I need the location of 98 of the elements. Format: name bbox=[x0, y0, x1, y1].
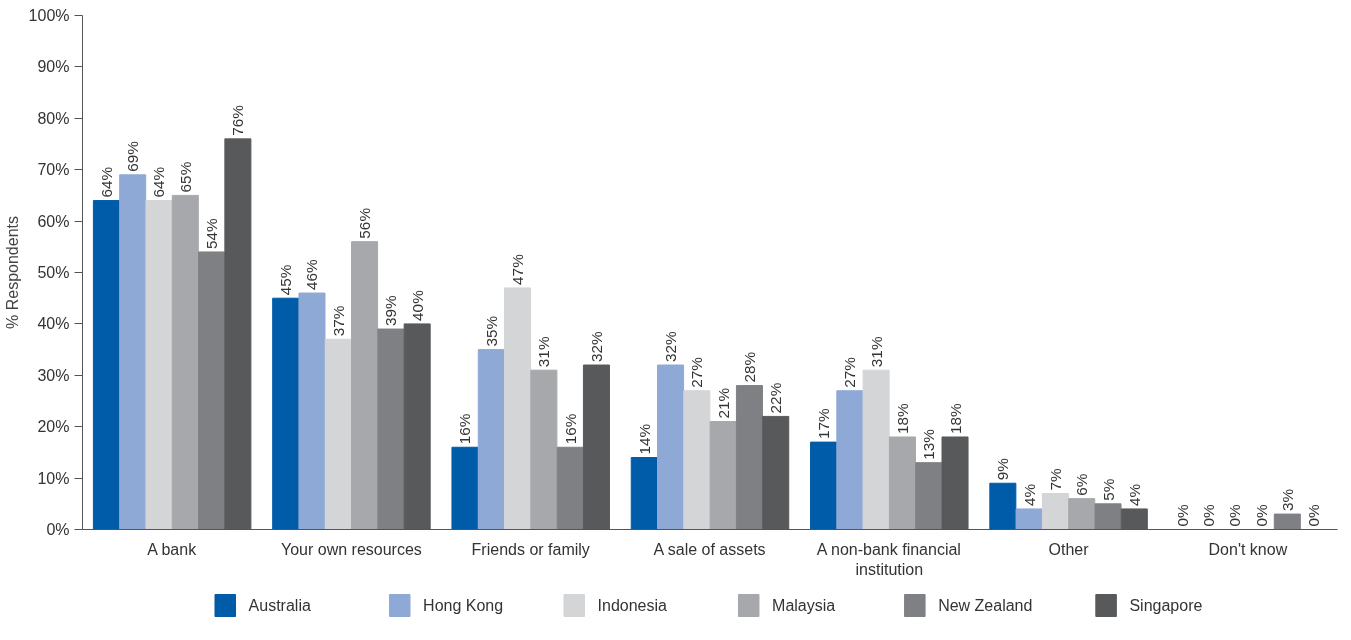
x-tick-label: A non-bank financial institution bbox=[816, 540, 961, 578]
data-label: 27% bbox=[688, 356, 706, 388]
bar bbox=[145, 200, 173, 530]
data-label: 31% bbox=[535, 336, 553, 368]
bar bbox=[657, 364, 685, 530]
data-label: 0% bbox=[1173, 503, 1191, 527]
bar bbox=[810, 441, 838, 530]
data-label: 40% bbox=[408, 289, 426, 321]
bar bbox=[1015, 508, 1043, 530]
data-label: 13% bbox=[920, 428, 938, 460]
data-label: 0% bbox=[1199, 503, 1217, 527]
data-label: 4% bbox=[1020, 483, 1038, 506]
bar bbox=[1041, 493, 1069, 530]
data-label: 21% bbox=[714, 387, 732, 419]
legend-label: New Zealand bbox=[938, 597, 1033, 614]
data-label: 9% bbox=[994, 457, 1012, 481]
data-label: 45% bbox=[277, 264, 295, 296]
y-tick-label: 20% bbox=[37, 418, 70, 436]
bar bbox=[630, 457, 658, 530]
data-label: 56% bbox=[356, 207, 374, 239]
bar bbox=[735, 385, 763, 530]
data-label: 39% bbox=[382, 294, 400, 327]
bar bbox=[351, 241, 379, 530]
data-label: 76% bbox=[229, 104, 247, 136]
data-label: 46% bbox=[303, 259, 321, 291]
data-label: 7% bbox=[1046, 468, 1064, 491]
bar bbox=[451, 446, 479, 530]
y-tick-label: 10% bbox=[37, 469, 70, 487]
y-tick-label: 50% bbox=[37, 264, 70, 281]
legend-label: Malaysia bbox=[772, 597, 836, 614]
bar bbox=[862, 369, 890, 530]
bar bbox=[504, 287, 532, 530]
bar bbox=[915, 462, 943, 530]
data-label: 37% bbox=[329, 305, 347, 337]
bar bbox=[888, 436, 916, 530]
data-label: 16% bbox=[456, 413, 474, 445]
bar bbox=[709, 421, 737, 530]
x-tick-label: Your own resources bbox=[281, 540, 422, 558]
x-tick-label: Don't know bbox=[1208, 540, 1288, 558]
data-label: 32% bbox=[662, 330, 680, 363]
x-tick-label: Friends or family bbox=[471, 540, 590, 558]
y-tick-label: 100% bbox=[28, 7, 70, 24]
y-tick-label: 80% bbox=[37, 109, 70, 127]
data-label: 32% bbox=[587, 330, 605, 363]
data-label: 64% bbox=[97, 166, 115, 198]
x-tick-label: A bank bbox=[147, 540, 198, 558]
bar bbox=[119, 174, 147, 530]
bar bbox=[683, 390, 711, 530]
bar bbox=[377, 328, 405, 530]
bar bbox=[1068, 498, 1096, 530]
data-label: 65% bbox=[176, 161, 194, 193]
x-tick-label: Other bbox=[1048, 540, 1090, 558]
data-label: 64% bbox=[150, 166, 168, 198]
data-label: 18% bbox=[946, 402, 964, 434]
bar bbox=[989, 482, 1017, 530]
y-tick-label: 40% bbox=[37, 315, 70, 333]
bar bbox=[324, 338, 352, 530]
legend-label: Singapore bbox=[1129, 597, 1203, 614]
bar bbox=[477, 349, 505, 530]
data-label: 16% bbox=[561, 413, 579, 445]
bar bbox=[530, 369, 558, 530]
data-label: 27% bbox=[841, 356, 859, 388]
data-label: 0% bbox=[1305, 503, 1323, 527]
data-label: 0% bbox=[1252, 503, 1270, 527]
data-label: 18% bbox=[893, 402, 911, 434]
data-label: 28% bbox=[740, 351, 758, 383]
data-label: 6% bbox=[1073, 473, 1091, 496]
bar bbox=[92, 200, 120, 530]
y-tick-label: 60% bbox=[37, 212, 70, 230]
bar bbox=[556, 446, 584, 530]
y-tick-label: 90% bbox=[37, 58, 70, 76]
bar bbox=[198, 251, 226, 530]
data-label: 14% bbox=[635, 423, 653, 455]
legend-label: Australia bbox=[248, 597, 311, 614]
data-label: 4% bbox=[1125, 483, 1143, 506]
data-label: 0% bbox=[1226, 503, 1244, 527]
data-label: 31% bbox=[867, 336, 885, 368]
data-label: 22% bbox=[767, 382, 785, 414]
data-label: 5% bbox=[1099, 478, 1117, 501]
y-tick-label: 0% bbox=[46, 521, 70, 538]
bar bbox=[298, 292, 326, 530]
x-tick-label: A sale of assets bbox=[653, 540, 766, 558]
y-tick-label: 70% bbox=[37, 161, 70, 179]
legend-label: Indonesia bbox=[597, 597, 668, 614]
data-label: 3% bbox=[1278, 488, 1296, 512]
data-label: 17% bbox=[815, 408, 833, 440]
bar bbox=[1273, 513, 1301, 530]
data-label: 54% bbox=[203, 217, 221, 249]
legend-label: Hong Kong bbox=[423, 597, 504, 614]
bar bbox=[836, 390, 864, 530]
bar bbox=[272, 297, 300, 530]
bar bbox=[1094, 503, 1122, 530]
bar bbox=[171, 194, 199, 530]
data-label: 47% bbox=[509, 253, 527, 285]
y-tick-label: 30% bbox=[37, 366, 70, 384]
y-axis-title: % Respondents bbox=[3, 216, 21, 329]
data-label: 69% bbox=[124, 140, 142, 172]
data-label: 35% bbox=[482, 315, 500, 347]
